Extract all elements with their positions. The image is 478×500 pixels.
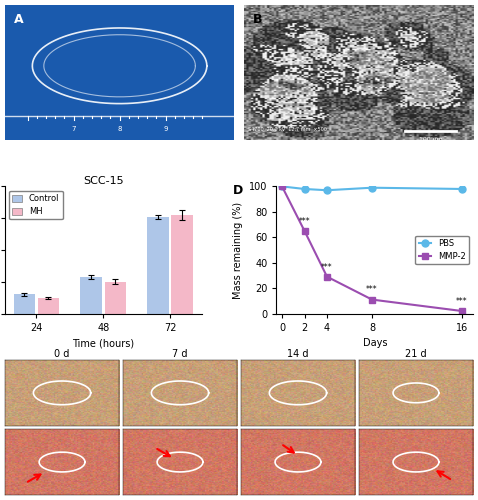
Text: 8: 8 bbox=[117, 126, 122, 132]
PBS bbox=[459, 186, 465, 192]
Title: 7 d: 7 d bbox=[172, 349, 188, 359]
Line: MMP-2: MMP-2 bbox=[279, 183, 466, 314]
Bar bbox=[171, 215, 193, 314]
Text: A: A bbox=[14, 13, 23, 26]
Text: ***: *** bbox=[321, 262, 333, 272]
Legend: Control, MH: Control, MH bbox=[9, 190, 63, 220]
Y-axis label: Normal
tissues: Normal tissues bbox=[0, 378, 2, 408]
X-axis label: Time (hours): Time (hours) bbox=[72, 338, 134, 348]
Title: 21 d: 21 d bbox=[405, 349, 427, 359]
MMP-2 bbox=[324, 274, 330, 280]
Text: ***: *** bbox=[456, 297, 468, 306]
PBS bbox=[302, 186, 307, 192]
Text: 9: 9 bbox=[163, 126, 168, 132]
Bar bbox=[105, 282, 126, 314]
Title: SCC-15: SCC-15 bbox=[83, 176, 123, 186]
MMP-2 bbox=[459, 308, 465, 314]
Legend: PBS, MMP-2: PBS, MMP-2 bbox=[415, 236, 469, 264]
MMP-2 bbox=[279, 184, 285, 190]
Title: 14 d: 14 d bbox=[287, 349, 309, 359]
Text: ***: *** bbox=[366, 286, 378, 294]
Text: S4700  20.0 kV  12.7 mm  ×500: S4700 20.0 kV 12.7 mm ×500 bbox=[248, 127, 327, 132]
Text: D: D bbox=[233, 184, 243, 197]
Bar bbox=[147, 216, 169, 314]
Text: ***: *** bbox=[299, 217, 310, 226]
Text: 7: 7 bbox=[71, 126, 76, 132]
Y-axis label: Peritumoral
tissues: Peritumoral tissues bbox=[0, 438, 2, 486]
PBS bbox=[279, 184, 285, 190]
Line: PBS: PBS bbox=[279, 183, 466, 194]
MMP-2 bbox=[369, 296, 375, 302]
Y-axis label: Mass remaining (%): Mass remaining (%) bbox=[233, 202, 243, 298]
Text: B: B bbox=[253, 13, 262, 26]
PBS bbox=[369, 184, 375, 190]
Title: 0 d: 0 d bbox=[54, 349, 70, 359]
Bar bbox=[80, 277, 102, 314]
Bar bbox=[38, 298, 59, 314]
PBS bbox=[324, 187, 330, 193]
Bar bbox=[14, 294, 35, 314]
X-axis label: Days: Days bbox=[362, 338, 387, 348]
Text: 100 µm: 100 µm bbox=[419, 136, 443, 141]
MMP-2 bbox=[302, 228, 307, 234]
